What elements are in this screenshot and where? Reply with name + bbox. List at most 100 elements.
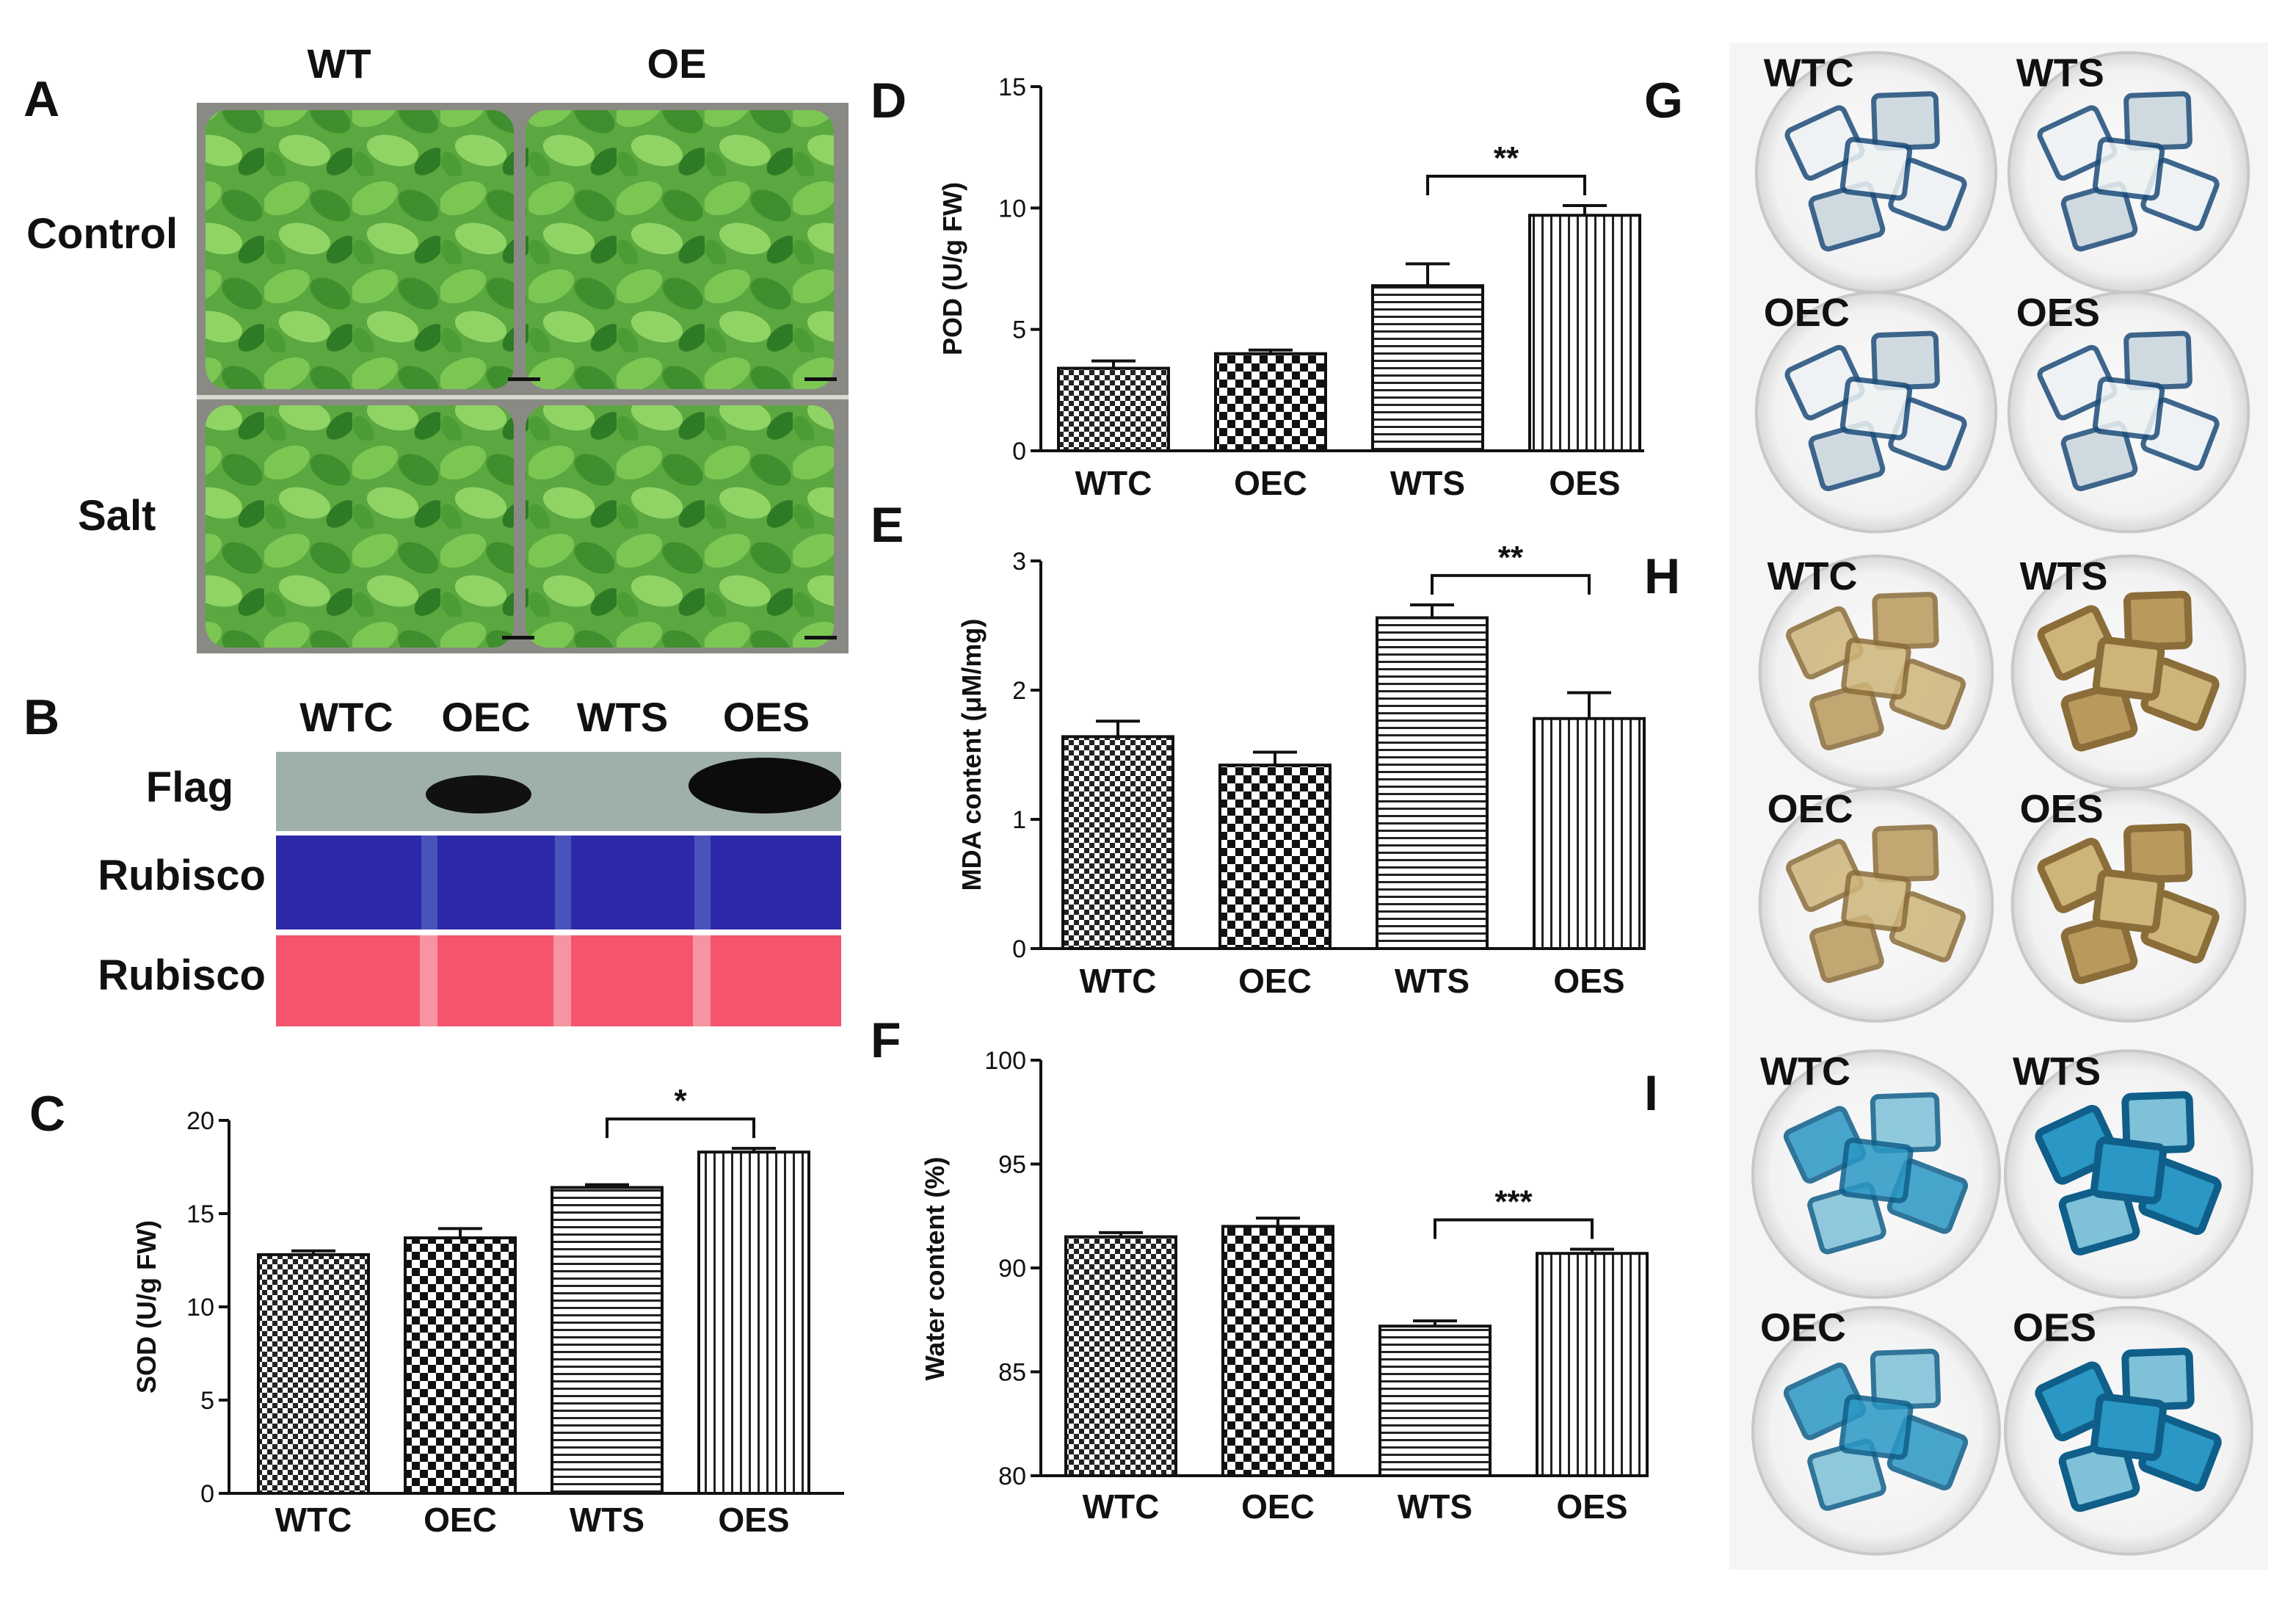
y-tick-label: 15 <box>998 73 1026 101</box>
panel-letter-a: A <box>23 71 59 127</box>
panel-a: A WT OE Control Salt <box>23 40 849 653</box>
bar-oes <box>1533 717 1646 950</box>
leaf-disc <box>1839 1137 1914 1203</box>
category-label: WTC <box>1075 464 1152 502</box>
leaf-disc <box>2124 91 2193 151</box>
bar-wtc <box>257 1253 370 1495</box>
y-tick-label: 0 <box>200 1480 214 1508</box>
bar-oes <box>1528 214 1641 452</box>
category-label: WTS <box>1398 1487 1472 1526</box>
y-tick-label: 100 <box>984 1047 1026 1075</box>
row-label-salt: Salt <box>78 492 156 540</box>
bar-wtc <box>1064 1235 1177 1478</box>
plate-label: WTS <box>2013 1049 2101 1093</box>
leaf-disc <box>1839 1394 1914 1460</box>
plants-oe-control <box>526 110 834 389</box>
petri-dish-oes: OES <box>2010 787 2247 1023</box>
leaf-disc <box>1807 1438 1886 1511</box>
lane-label: WTS <box>577 694 668 740</box>
y-axis-label: SOD (U/g FW) <box>131 1220 161 1393</box>
leaf-disc <box>2124 330 2193 391</box>
panel-b: B WTC OEC WTS OES Flag Rubisco Rubisco <box>23 689 841 1026</box>
scale-bar <box>508 377 540 381</box>
y-tick-label: 2 <box>1012 677 1026 705</box>
plate-label: WTC <box>1760 1049 1850 1093</box>
y-tick-label: 0 <box>1012 438 1026 465</box>
leaf-disc <box>1809 682 1884 751</box>
band-oec <box>426 775 531 813</box>
col-header-wt: WT <box>307 40 371 87</box>
petri-dish-oec: OEC <box>1758 787 1994 1023</box>
bar-wts <box>1376 616 1489 950</box>
leaf-disc <box>1871 330 1940 391</box>
leaf-disc <box>2092 636 2165 701</box>
lane-label: OES <box>723 694 810 740</box>
leaf-disc <box>2092 376 2165 441</box>
leaf-disc <box>1786 838 1864 913</box>
leaf-disc <box>1872 824 1939 882</box>
leaf-disc <box>2060 181 2138 252</box>
bar-oec <box>1214 352 1327 452</box>
category-label: OEC <box>1238 962 1312 1000</box>
petri-dish-oec: OEC <box>1751 1305 2001 1556</box>
category-label: OES <box>718 1501 789 1539</box>
y-tick-label: 3 <box>1012 548 1026 576</box>
y-tick-label: 15 <box>186 1200 214 1228</box>
leaf-disc <box>2060 421 2138 492</box>
petri-dish-wtc: WTC <box>1754 51 1998 294</box>
panel-letter: D <box>871 73 907 128</box>
leaf-disc <box>1841 870 1911 932</box>
plate-label: OES <box>2016 291 2100 335</box>
bar-oec <box>1218 764 1332 950</box>
panel-i-evans-blue-stain: I WTC WTS OEC OES <box>1644 1049 2253 1556</box>
leaf-disc <box>1807 1182 1886 1255</box>
chart-sod: C 0 5 10 15 20 SOD (U/g FW) WTC OEC WTS OES * <box>29 1083 844 1539</box>
category-label: OEC <box>1241 1487 1315 1526</box>
chart-water-content: F 80 85 90 95 100 Water content (%) WTC OEC WTS OE… <box>871 1012 1649 1526</box>
category-label: WTS <box>570 1501 644 1539</box>
blot-flag <box>276 752 841 831</box>
bar-oec <box>1221 1225 1334 1478</box>
leaf-disc <box>2123 823 2193 884</box>
category-label: OEC <box>424 1501 497 1539</box>
significance-label: *** <box>1494 1184 1533 1220</box>
leaf-disc <box>2060 913 2138 985</box>
significance-bracket <box>1426 175 1586 196</box>
leaf-disc <box>1839 376 1913 441</box>
photo-divider <box>197 395 849 399</box>
chart-pod: D 0 5 10 15 POD (U/g FW) WTC OEC WTS OES ** <box>871 73 1644 502</box>
plate-label: WTS <box>2016 51 2104 95</box>
leaf-disc <box>1839 137 1913 201</box>
blot-row-label-flag: Flag <box>146 764 233 811</box>
leaf-disc <box>2092 137 2165 201</box>
scale-bar <box>804 377 837 381</box>
leaf-disc <box>2092 869 2165 934</box>
lane-label: OEC <box>441 694 530 740</box>
y-tick-label: 5 <box>200 1387 214 1415</box>
plant-photo <box>197 103 849 653</box>
leaf-disc <box>2123 590 2193 651</box>
significance-label: * <box>674 1083 687 1119</box>
bar-oec <box>404 1236 517 1496</box>
leaf-disc <box>1872 592 1939 650</box>
category-label: WTC <box>1080 962 1157 1000</box>
lane-label: WTC <box>299 694 393 740</box>
panel-letter: C <box>29 1086 65 1142</box>
category-label: OES <box>1556 1487 1627 1526</box>
petri-dish-wts: WTS <box>2007 51 2250 294</box>
leaf-disc <box>2060 681 2138 752</box>
chart-mda: E 0 1 2 3 MDA content (μM/mg) WTC OEC WTS OES ** <box>871 497 1646 1000</box>
blot-row-label-rubisco: Rubisco <box>98 952 266 999</box>
leaf-disc <box>1786 606 1864 680</box>
y-tick-label: 5 <box>1012 316 1026 344</box>
petri-dish-oes: OES <box>2007 291 2250 534</box>
y-tick-label: 0 <box>1012 935 1026 963</box>
y-axis-label: POD (U/g FW) <box>937 182 967 355</box>
significance-label: ** <box>1498 540 1524 576</box>
category-label: WTS <box>1395 962 1469 1000</box>
y-tick-label: 95 <box>998 1151 1026 1179</box>
significance-bracket <box>1431 573 1591 595</box>
petri-dish-wtc: WTC <box>1758 554 1994 790</box>
